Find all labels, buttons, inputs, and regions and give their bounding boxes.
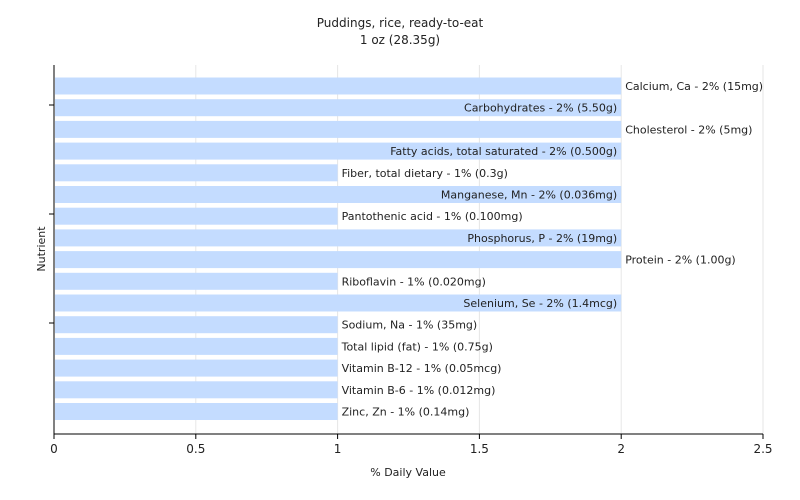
bar [55,120,622,138]
bar [55,99,622,117]
bar [55,207,338,225]
bar-label: Riboflavin - 1% (0.020mg) [342,275,486,288]
x-tick-label: 0.5 [186,442,205,456]
bar [55,186,622,203]
bar [55,337,338,355]
x-tick-label: 0 [50,442,58,456]
bar [55,229,622,247]
bar-label: Protein - 2% (1.00g) [625,254,736,267]
bar-label: Vitamin B-12 - 1% (0.05mcg) [342,362,502,375]
bar [55,316,338,334]
x-tick-label: 1 [334,442,342,456]
bar [55,359,338,377]
bar-label: Fiber, total dietary - 1% (0.3g) [342,167,508,180]
bar-label: Phosphorus, P - 2% (19mg) [467,232,617,245]
bar-label: Total lipid (fat) - 1% (0.75g) [341,340,493,353]
bars [55,77,622,420]
axes [53,65,763,435]
x-axis-label: % Daily Value [370,466,446,479]
bar [55,164,338,182]
bar [55,272,338,290]
bar [55,142,622,160]
bar-label: Manganese, Mn - 2% (0.036mg) [441,189,617,202]
x-tick-label: 2 [617,442,625,456]
bar-label: Fatty acids, total saturated - 2% (0.500… [390,145,617,158]
bar-labels: Calcium, Ca - 2% (15mg) Carbohydrates - 2… [341,80,763,419]
bar-label: Pantothenic acid - 1% (0.100mg) [342,210,523,223]
bar [55,294,622,312]
bar-label: Vitamin B-6 - 1% (0.012mg) [342,384,496,397]
x-tick-label: 2.5 [753,442,772,456]
chart-subtitle: 1 oz (28.35g) [360,33,440,47]
bar [55,251,622,269]
bar-label: Calcium, Ca - 2% (15mg) [625,80,763,93]
bar-label: Carbohydrates - 2% (5.50g) [464,102,617,115]
chart-title: Puddings, rice, ready-to-eat [317,16,484,30]
bar-label: Cholesterol - 2% (5mg) [625,123,752,136]
y-axis-label: Nutrient [35,226,48,272]
bar [55,403,338,420]
bar-label: Sodium, Na - 1% (35mg) [342,319,478,332]
bar [55,77,622,95]
bar-label: Selenium, Se - 2% (1.4mcg) [463,297,617,310]
x-tick-label: 1.5 [470,442,489,456]
bar [55,381,338,399]
x-ticks: 0 0.5 1 1.5 2 2.5 [49,104,773,456]
bar-label: Zinc, Zn - 1% (0.14mg) [342,406,470,419]
